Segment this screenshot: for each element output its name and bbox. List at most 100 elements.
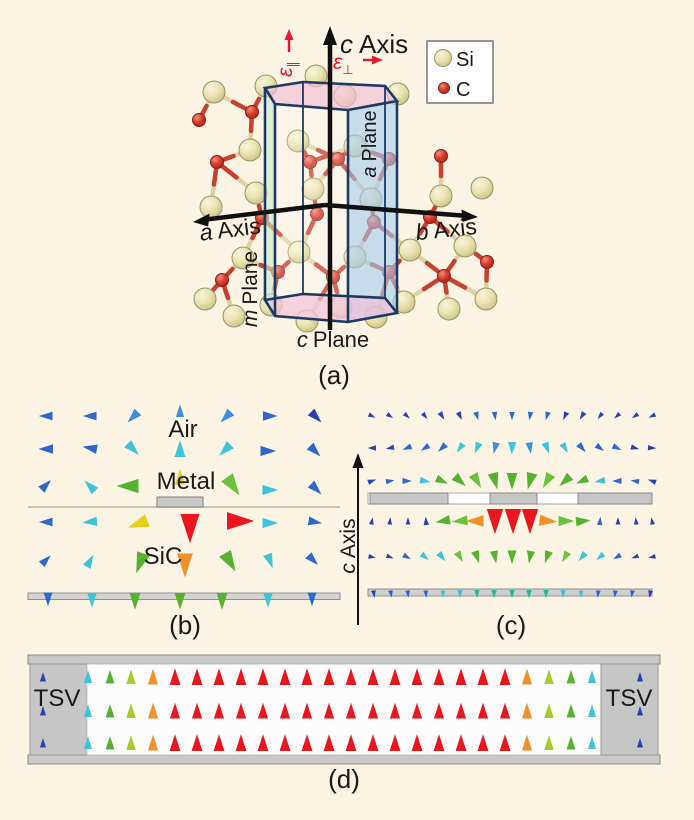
field-arrow [83,670,93,683]
field-arrow [456,441,466,453]
tsv-right-label: TSV [606,685,653,712]
silicon-atom [470,176,494,200]
carbon-atom [245,105,259,119]
c-axis-label: c Axis [340,29,408,59]
field-arrow [566,669,576,684]
field-arrow [504,509,522,535]
tsv-top-metal [27,654,661,665]
field-arrow [526,590,532,599]
field-arrow [147,734,159,751]
field-arrow [411,702,423,719]
field-arrow [521,668,533,685]
field-arrow [508,441,517,455]
field-arrow [566,735,576,750]
field-arrow [385,553,394,559]
field-arrow [526,471,538,490]
field-arrow [594,476,606,484]
silicon-atom [429,184,453,208]
field-arrow [126,669,136,684]
field-arrow [477,734,489,751]
field-arrow [369,517,374,525]
field-arrow [420,442,431,451]
field-arrow [367,702,379,719]
field-arrow [435,515,451,525]
field-arrow [43,592,53,607]
field-arrow [191,668,203,685]
field-arrow [301,734,313,751]
field-arrow [597,411,605,419]
field-arrow [385,444,395,450]
air-label: Air [168,416,197,443]
carbon-atom [480,255,494,269]
eps-parallel-arrowhead [284,29,294,40]
field-arrow [611,443,622,451]
b-axis-arrowhead [461,209,478,222]
field-arrow [440,590,446,598]
field-arrow [541,441,550,454]
field-arrow [489,550,498,564]
field-arrow [576,442,586,453]
field-arrow [169,734,181,751]
field-arrow [527,550,536,564]
field-arrow [39,672,47,682]
field-arrow [388,590,393,598]
field-arrow [235,702,247,719]
eps-perp-label: ε⊥ [333,51,354,77]
field-arrow [323,668,335,685]
field-arrow [558,515,575,527]
field-arrow [169,668,181,685]
field-arrow [213,668,225,685]
a-plane-label: aPlane [359,110,381,177]
field-arrow [473,411,479,421]
field-arrow [544,703,554,718]
tsv-left-label: TSV [34,685,81,712]
a-axis-label: aAxis [198,212,262,245]
field-arrow [491,590,497,599]
field-arrow [636,706,644,716]
crystal-axes [201,42,469,330]
field-arrow [345,734,357,751]
field-arrow [262,517,279,529]
field-arrow [220,408,235,423]
field-arrow [279,668,291,685]
field-arrow [521,702,533,719]
field-arrows-c [367,411,657,599]
field-arrow [367,479,377,485]
carbon-atom [434,149,448,163]
silicon-atom [231,246,255,270]
field-arrow [367,734,379,751]
field-arrow [559,441,568,453]
field-arrow [433,702,445,719]
field-arrow [39,706,47,716]
field-arrow [433,668,445,685]
field-arrow [389,702,401,719]
field-arrow [594,442,604,451]
cpw-ground-left [369,492,449,505]
field-arrow [129,593,141,610]
field-arrow [509,590,515,599]
field-arrow [648,412,657,418]
field-arrow [38,555,51,568]
field-arrow [563,411,570,421]
field-arrow [491,411,498,421]
field-arrow [433,734,445,751]
field-arrow [578,590,584,598]
tsv-block-left [29,663,88,756]
field-arrow [38,517,53,527]
cpw-center-conductor [489,492,538,505]
field-arrow [262,484,279,496]
field-arrow [578,550,588,562]
field-arrow [411,734,423,751]
silicon-atom [301,177,325,201]
field-arrow [648,590,653,598]
field-arrow [306,442,321,457]
field-arrow [402,443,413,450]
field-arrow [525,441,533,454]
field-arrow [650,517,655,525]
field-arrow [630,444,640,450]
field-arrow [521,734,533,751]
field-arrow [434,474,448,484]
field-arrow [235,734,247,751]
field-arrow [39,738,47,748]
field-arrow [219,441,234,456]
